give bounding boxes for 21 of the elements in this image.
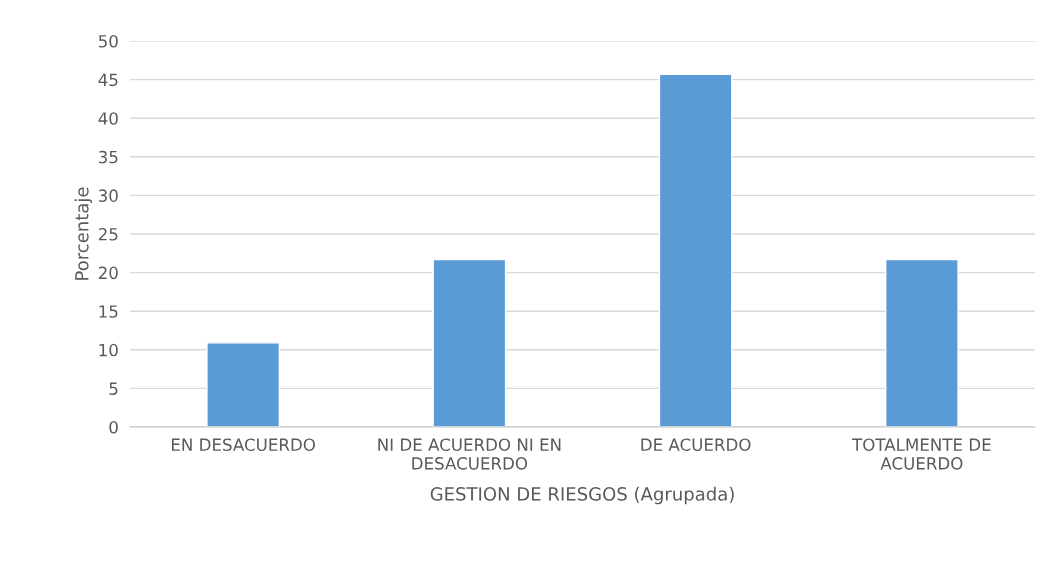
- bar: [884, 258, 959, 427]
- y-tick-label: 20: [98, 266, 118, 280]
- y-tick-label: 45: [98, 73, 118, 87]
- y-tick-label: 5: [109, 382, 118, 395]
- y-tick-label: 0: [109, 420, 118, 434]
- y-tick-label: 10: [99, 343, 118, 357]
- y-tick-label: 35: [98, 150, 118, 164]
- y-tick-label: 50: [98, 34, 118, 48]
- y-tick-label: 40: [98, 112, 118, 125]
- bar: [432, 258, 507, 427]
- y-tick-label: 15: [99, 305, 118, 318]
- y-tick-label: 30: [98, 189, 118, 202]
- x-tick-label: TOTALMENTE DE ACUERDO: [852, 438, 991, 470]
- bar: [658, 73, 733, 427]
- x-axis-title: GESTION DE RIESGOS (Agrupada): [430, 486, 734, 505]
- y-axis-title: Porcentaje: [74, 187, 93, 280]
- y-tick-label: 25: [98, 227, 118, 241]
- x-tick-label: NI DE ACUERDO NI EN DESACUERDO: [378, 438, 561, 470]
- x-tick-label: EN DESACUERDO: [171, 438, 315, 452]
- x-tick-label: DE ACUERDO: [641, 438, 751, 452]
- bar: [206, 342, 281, 427]
